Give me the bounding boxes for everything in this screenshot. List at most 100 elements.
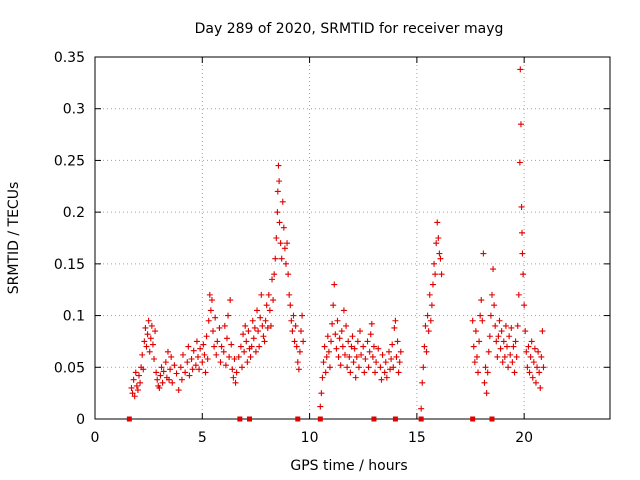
data-point (355, 364, 362, 371)
data-point (353, 353, 360, 360)
data-point (184, 359, 191, 366)
data-point (286, 291, 293, 298)
data-point (518, 203, 525, 210)
zero-marker (317, 416, 323, 422)
data-point (500, 338, 507, 345)
data-point (231, 356, 238, 363)
data-point (225, 312, 232, 319)
data-point (164, 348, 171, 355)
data-point (211, 343, 218, 350)
data-point (257, 314, 264, 321)
data-point (173, 370, 180, 377)
data-point (222, 362, 229, 369)
data-point (385, 348, 392, 355)
data-point (504, 343, 510, 350)
data-point (221, 322, 228, 329)
data-point (391, 324, 398, 331)
data-point (381, 369, 388, 376)
data-point (318, 390, 325, 397)
data-point (289, 328, 296, 335)
data-point (293, 343, 300, 350)
axis-ticks: 0 0.05 0.1 0.15 0.2 0.25 0.3 0.35 0 5 10 15 20 (54, 50, 610, 446)
data-point (130, 376, 137, 383)
data-point (367, 331, 374, 338)
data-point (383, 374, 390, 381)
data-point (424, 312, 431, 319)
data-point (482, 364, 489, 371)
data-point (244, 359, 251, 366)
data-point (168, 353, 175, 360)
y-tick-label: 0.25 (54, 153, 85, 169)
data-point (507, 351, 514, 358)
y-tick-label: 0.35 (54, 50, 85, 66)
data-point (421, 343, 428, 350)
data-point (255, 328, 262, 335)
data-point (153, 369, 160, 376)
data-point (514, 322, 521, 329)
data-point (535, 348, 542, 355)
data-point (278, 255, 285, 262)
data-point (274, 188, 281, 195)
data-point (395, 369, 402, 376)
data-point (276, 219, 283, 226)
data-point (520, 271, 527, 278)
data-point (319, 374, 326, 381)
data-point (171, 362, 178, 369)
data-point (499, 359, 506, 366)
data-point (238, 364, 245, 371)
zero-marker (489, 416, 495, 422)
data-point (425, 328, 432, 335)
data-point (382, 359, 389, 366)
data-point (152, 328, 159, 335)
data-point (139, 351, 146, 358)
data-point (281, 245, 288, 252)
data-point (505, 364, 512, 371)
data-point (337, 362, 344, 369)
data-point (140, 366, 147, 373)
data-point (242, 322, 249, 329)
data-point (429, 281, 436, 288)
data-point (175, 387, 182, 394)
data-point (519, 250, 526, 257)
data-point (240, 331, 247, 338)
data-point (247, 353, 254, 360)
data-point (525, 343, 532, 350)
data-point (354, 338, 361, 345)
data-point (389, 341, 396, 348)
data-point (143, 343, 150, 350)
data-point (335, 353, 342, 360)
data-point (502, 322, 509, 329)
data-point (526, 369, 533, 376)
data-point (188, 356, 195, 363)
data-point (340, 307, 347, 314)
data-point (470, 343, 477, 350)
data-point (285, 271, 292, 278)
data-point (214, 338, 221, 345)
data-point (193, 338, 200, 345)
data-point (511, 369, 518, 376)
data-point (256, 343, 263, 350)
data-point (343, 322, 350, 329)
data-point (160, 368, 167, 375)
data-points (128, 66, 547, 412)
data-point (233, 369, 240, 376)
data-point (420, 364, 427, 371)
data-point (284, 240, 291, 247)
y-tick-label: 0 (76, 412, 85, 428)
data-point (476, 338, 483, 345)
data-point (166, 376, 173, 383)
zero-marker (470, 416, 476, 422)
data-point (228, 341, 235, 348)
data-point (534, 364, 541, 371)
data-point (272, 255, 279, 262)
data-point (208, 297, 215, 304)
data-point (361, 369, 368, 376)
data-point (294, 359, 301, 366)
data-point (206, 291, 213, 298)
data-point (529, 374, 536, 381)
data-point (394, 338, 401, 345)
data-point (370, 343, 377, 350)
data-point (369, 353, 376, 360)
data-point (203, 333, 210, 340)
